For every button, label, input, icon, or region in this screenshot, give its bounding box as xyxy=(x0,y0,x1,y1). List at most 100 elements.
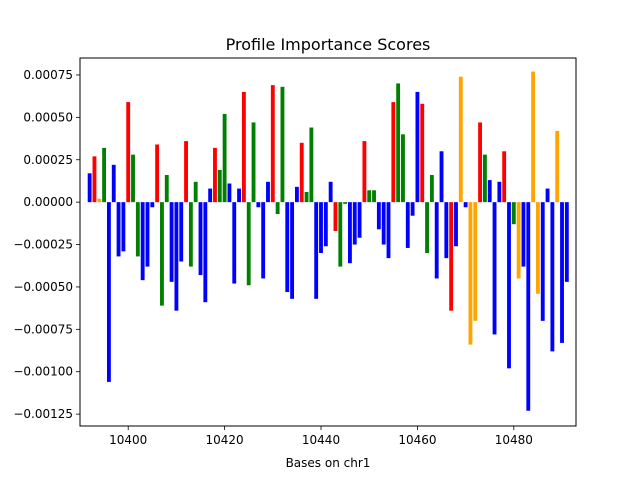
bar-10453 xyxy=(381,202,386,245)
y-tick-label: −0.00075 xyxy=(13,322,73,336)
bar-10395 xyxy=(102,147,107,203)
bar-10468 xyxy=(454,202,458,247)
bar-10491 xyxy=(564,202,569,282)
bar-10432 xyxy=(280,86,285,203)
bar-10434 xyxy=(290,202,295,299)
bar-10447 xyxy=(352,202,357,245)
bar-10442 xyxy=(328,181,333,203)
axis-ticks: 10400 10420 10440 10460 10480 −0.00125 −0.0010… xyxy=(13,68,533,447)
bar-10410 xyxy=(174,202,179,311)
bar-10428 xyxy=(261,202,266,279)
y-tick-label: −0.00050 xyxy=(13,280,73,294)
bar-10438 xyxy=(309,127,314,203)
bar-10398 xyxy=(116,202,121,257)
bar-10480 xyxy=(511,202,516,225)
bar-10448 xyxy=(357,202,362,238)
chart-title: Profile Importance Scores xyxy=(226,35,431,54)
bar-10396 xyxy=(106,202,111,382)
y-tick-label: −0.00100 xyxy=(13,365,73,379)
bar-10397 xyxy=(111,164,116,203)
bar-10418 xyxy=(213,147,217,203)
x-tick-label: 10440 xyxy=(302,433,340,447)
bar-10490 xyxy=(560,202,564,343)
bar-10486 xyxy=(540,202,545,321)
x-tick-label: 10400 xyxy=(109,433,147,447)
bar-10460 xyxy=(415,91,420,203)
bar-10422 xyxy=(232,202,237,284)
bar-10478 xyxy=(502,151,507,203)
bar-10420 xyxy=(222,113,227,203)
bar-10483 xyxy=(526,202,531,411)
bar-10454 xyxy=(386,202,391,259)
bar-10457 xyxy=(401,134,405,203)
bar-10474 xyxy=(482,154,487,203)
bar-10461 xyxy=(420,103,425,203)
bar-10392 xyxy=(87,173,92,203)
bar-10470 xyxy=(463,202,468,208)
bar-10452 xyxy=(376,202,381,230)
bar-10401 xyxy=(131,154,135,203)
bar-10409 xyxy=(169,202,174,282)
bar-10488 xyxy=(550,202,555,352)
bar-10476 xyxy=(492,202,497,335)
bar-series xyxy=(87,71,569,411)
bar-10403 xyxy=(140,202,145,281)
bar-10413 xyxy=(188,202,193,267)
x-tick-label: 10480 xyxy=(495,433,533,447)
x-tick-label: 10420 xyxy=(206,433,244,447)
bar-10479 xyxy=(507,202,511,369)
bar-10489 xyxy=(555,130,560,203)
bar-10473 xyxy=(478,122,483,203)
bar-10451 xyxy=(372,190,376,203)
bar-10465 xyxy=(439,151,444,203)
bar-10421 xyxy=(227,183,232,203)
bar-10417 xyxy=(208,188,213,203)
bar-10411 xyxy=(179,202,184,262)
bar-10431 xyxy=(275,202,280,215)
bar-10487 xyxy=(545,188,550,203)
bar-10437 xyxy=(304,191,309,203)
bar-10408 xyxy=(164,175,169,203)
bar-10394 xyxy=(97,198,102,203)
bar-10435 xyxy=(294,186,299,203)
bar-10436 xyxy=(299,142,304,203)
bar-10430 xyxy=(270,85,275,203)
bar-10441 xyxy=(323,202,328,247)
bar-10404 xyxy=(145,202,150,267)
bar-10485 xyxy=(535,202,540,294)
bar-10455 xyxy=(391,102,396,203)
bar-10477 xyxy=(497,181,502,203)
bar-10458 xyxy=(405,202,410,248)
y-tick-label: 0.00050 xyxy=(23,110,73,124)
bar-10445 xyxy=(343,202,348,204)
bar-10459 xyxy=(410,202,415,216)
bar-10407 xyxy=(160,202,164,306)
bar-10462 xyxy=(425,202,429,254)
bar-10400 xyxy=(126,102,131,203)
bar-10426 xyxy=(251,122,256,203)
bar-10427 xyxy=(256,202,261,208)
bar-10464 xyxy=(434,202,439,279)
bar-10440 xyxy=(319,202,323,254)
bar-10425 xyxy=(246,202,251,286)
bar-10481 xyxy=(516,202,521,279)
bar-10399 xyxy=(121,202,126,252)
bar-10416 xyxy=(203,202,208,303)
plot-frame xyxy=(79,57,577,427)
bar-10466 xyxy=(444,202,449,259)
y-tick-label: 0.00025 xyxy=(23,153,73,167)
bar-10415 xyxy=(198,202,203,276)
bar-10484 xyxy=(531,71,536,203)
bar-10406 xyxy=(155,144,160,203)
bar-10405 xyxy=(150,202,155,208)
bar-10433 xyxy=(285,202,290,293)
bar-10402 xyxy=(135,202,140,257)
bar-10439 xyxy=(314,202,319,299)
bar-10469 xyxy=(458,76,463,203)
bar-10449 xyxy=(362,141,367,203)
y-tick-label: 0.00075 xyxy=(23,68,73,82)
x-tick-label: 10460 xyxy=(398,433,436,447)
bar-10414 xyxy=(193,181,198,203)
y-tick-label: 0.00000 xyxy=(23,195,73,209)
bar-10475 xyxy=(487,180,492,203)
